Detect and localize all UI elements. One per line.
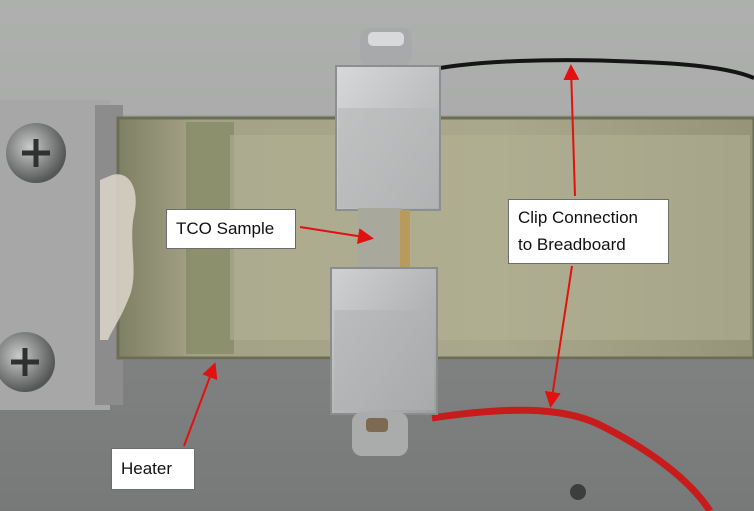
black-wire [419, 58, 754, 80]
tco-sample-label: TCO Sample [166, 209, 296, 249]
tco-sample-film [400, 210, 410, 272]
arrow-tco-sample [299, 226, 374, 245]
top-nut-shade [368, 32, 404, 46]
adhesive-residue [100, 174, 136, 340]
mount-hole [570, 484, 586, 500]
clip-connection-label-line2: to Breadboard [518, 235, 626, 254]
clip-connection-label: Clip Connection to Breadboard [508, 199, 669, 264]
arrow-clip-to-black-wire [563, 64, 580, 197]
screw-top-slot [22, 139, 50, 167]
lower-clamp-face [334, 310, 434, 410]
heater-label: Heater [111, 448, 195, 490]
arrow-heater [183, 362, 218, 447]
arrow-clip-to-red-wire [544, 265, 573, 408]
red-wire [431, 406, 713, 511]
screw-bottom-slot [11, 348, 39, 376]
heater-inner-panel [230, 135, 750, 340]
clip-connection-label-line1: Clip Connection [518, 208, 639, 227]
bottom-nut-thread [366, 418, 388, 432]
upper-clamp-face [338, 108, 438, 208]
